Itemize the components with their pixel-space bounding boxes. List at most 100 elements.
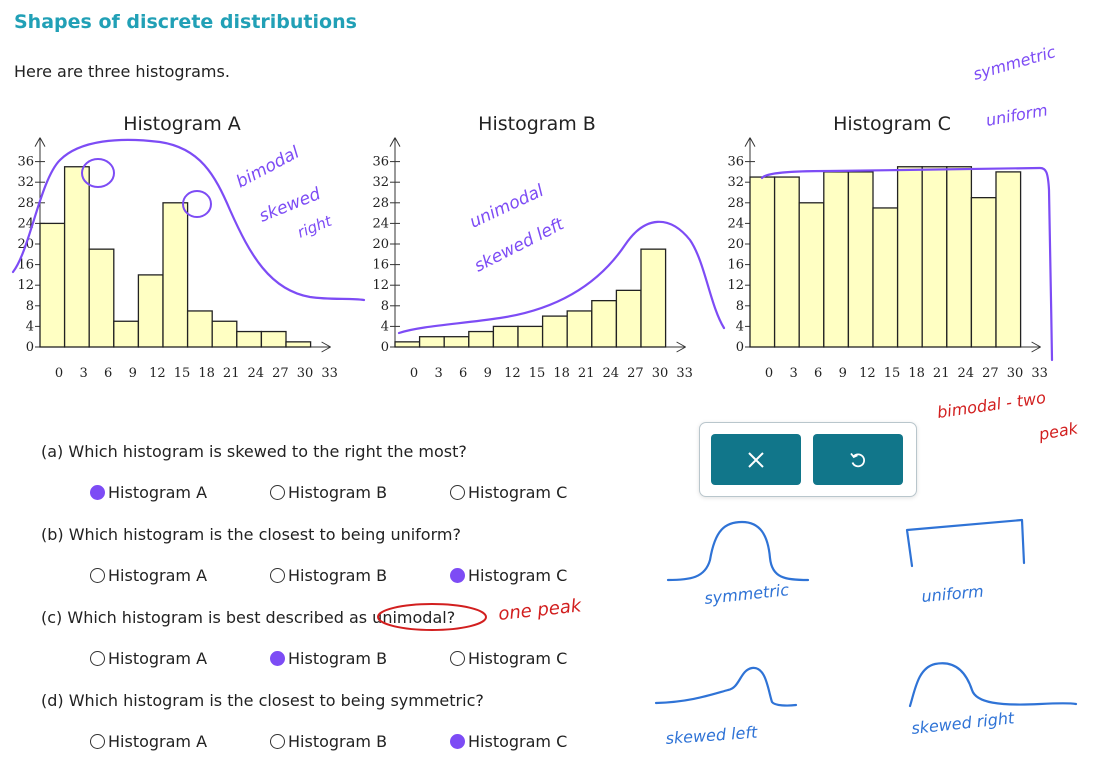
q-b-option-histogram-a[interactable]: Histogram A bbox=[90, 566, 207, 585]
y-tick-label: 4 bbox=[26, 319, 34, 334]
y-tick-label: 12 bbox=[372, 278, 389, 293]
histogram-bar bbox=[63, 166, 90, 348]
undo-button[interactable] bbox=[813, 434, 903, 485]
histogram-bar bbox=[260, 330, 287, 348]
x-tick-label: 27 bbox=[627, 366, 644, 381]
q-b-option-histogram-b[interactable]: Histogram B bbox=[270, 566, 387, 585]
y-tick-label: 36 bbox=[727, 155, 744, 170]
histogram-bar bbox=[995, 171, 1022, 348]
y-tick-label: 24 bbox=[372, 216, 389, 231]
radio-button[interactable] bbox=[450, 651, 465, 666]
y-tick-label: 32 bbox=[372, 175, 389, 190]
x-tick-label: 12 bbox=[504, 366, 521, 381]
ink-sketch-uniform bbox=[905, 518, 1026, 568]
x-tick-label: 27 bbox=[272, 366, 289, 381]
question-b: (b) Which histogram is the closest to be… bbox=[41, 525, 461, 544]
radio-button[interactable] bbox=[90, 568, 105, 583]
y-tick-label: 36 bbox=[17, 155, 34, 170]
y-tick-label: 12 bbox=[17, 278, 34, 293]
histogram-bar bbox=[773, 176, 800, 348]
histogram-bar bbox=[749, 176, 776, 348]
radio-button[interactable] bbox=[270, 568, 285, 583]
q-a-option-histogram-b[interactable]: Histogram B bbox=[270, 483, 387, 502]
q-c-option-histogram-c[interactable]: Histogram C bbox=[450, 649, 567, 668]
histogram-bar bbox=[847, 171, 874, 348]
x-tick-label: 9 bbox=[129, 366, 137, 381]
answer-controls bbox=[699, 422, 917, 497]
question-a: (a) Which histogram is skewed to the rig… bbox=[41, 442, 467, 461]
histogram-bar bbox=[211, 320, 238, 348]
chart-title: Histogram B bbox=[478, 113, 596, 135]
histogram-bar bbox=[541, 315, 568, 348]
x-tick-label: 6 bbox=[459, 366, 467, 381]
q-c-option-histogram-a[interactable]: Histogram A bbox=[90, 649, 207, 668]
ink-text-sketch-skewed-left: skewed left bbox=[665, 723, 759, 748]
histogram-bar bbox=[566, 310, 593, 348]
x-tick-label: 15 bbox=[884, 366, 901, 381]
q-a-option-histogram-a[interactable]: Histogram A bbox=[90, 483, 207, 502]
question-c: (c) Which histogram is best described as… bbox=[41, 608, 456, 627]
y-tick-label: 16 bbox=[372, 258, 389, 273]
x-tick-label: 12 bbox=[149, 366, 166, 381]
radio-button[interactable] bbox=[270, 651, 285, 666]
radio-button[interactable] bbox=[90, 485, 105, 500]
q-d-option-histogram-a[interactable]: Histogram A bbox=[90, 732, 207, 751]
radio-button[interactable] bbox=[270, 734, 285, 749]
histogram-bar bbox=[39, 222, 66, 348]
question-d: (d) Which histogram is the closest to be… bbox=[41, 691, 484, 710]
x-tick-label: 21 bbox=[223, 366, 240, 381]
x-tick-label: 18 bbox=[198, 366, 215, 381]
q-a-option-histogram-c[interactable]: Histogram C bbox=[450, 483, 567, 502]
radio-button[interactable] bbox=[90, 734, 105, 749]
ink-text-peak: peak bbox=[1036, 418, 1079, 444]
x-tick-label: 27 bbox=[982, 366, 999, 381]
x-tick-label: 15 bbox=[174, 366, 191, 381]
x-tick-label: 3 bbox=[789, 366, 797, 381]
y-tick-label: 0 bbox=[381, 340, 389, 355]
histogram-bar bbox=[285, 341, 312, 348]
q-b-option-histogram-c[interactable]: Histogram C bbox=[450, 566, 567, 585]
y-tick-label: 8 bbox=[26, 299, 34, 314]
histogram-bar bbox=[921, 166, 948, 348]
histogram-bar bbox=[137, 274, 164, 348]
x-tick-label: 0 bbox=[410, 366, 418, 381]
x-tick-label: 12 bbox=[859, 366, 876, 381]
y-tick-label: 32 bbox=[17, 175, 34, 190]
histogram-bar bbox=[823, 171, 850, 348]
q-d-option-histogram-c[interactable]: Histogram C bbox=[450, 732, 567, 751]
radio-button[interactable] bbox=[450, 485, 465, 500]
x-tick-label: 30 bbox=[652, 366, 669, 381]
x-tick-label: 9 bbox=[839, 366, 847, 381]
x-tick-label: 21 bbox=[578, 366, 595, 381]
intro-text: Here are three histograms. bbox=[14, 62, 230, 81]
histogram-bar bbox=[186, 310, 213, 348]
x-tick-label: 15 bbox=[529, 366, 546, 381]
y-tick-label: 20 bbox=[727, 237, 744, 252]
histogram-bar bbox=[468, 330, 495, 348]
radio-button[interactable] bbox=[90, 651, 105, 666]
y-axis-arrow bbox=[744, 137, 756, 147]
histogram-bar bbox=[418, 336, 445, 348]
radio-button[interactable] bbox=[270, 485, 285, 500]
clear-button[interactable] bbox=[711, 434, 801, 485]
x-tick-label: 33 bbox=[676, 366, 693, 381]
x-tick-label: 6 bbox=[814, 366, 822, 381]
histogram-bar bbox=[640, 248, 667, 348]
radio-button[interactable] bbox=[450, 568, 465, 583]
q-d-option-histogram-b[interactable]: Histogram B bbox=[270, 732, 387, 751]
undo-icon bbox=[850, 452, 865, 467]
histogram-bar bbox=[236, 330, 263, 348]
x-axis-arrow bbox=[321, 341, 331, 353]
y-tick-label: 20 bbox=[372, 237, 389, 252]
histogram-bar bbox=[591, 299, 618, 348]
ink-text-bimodal-two: bimodal - two bbox=[936, 388, 1047, 422]
x-tick-label: 24 bbox=[958, 366, 975, 381]
y-tick-label: 0 bbox=[736, 340, 744, 355]
radio-button[interactable] bbox=[450, 734, 465, 749]
x-tick-label: 0 bbox=[55, 366, 63, 381]
ink-text-symmetric: symmetric bbox=[971, 42, 1058, 84]
ink-text-sketch-symmetric: symmetric bbox=[703, 580, 790, 608]
x-tick-label: 30 bbox=[1007, 366, 1024, 381]
q-c-option-histogram-b[interactable]: Histogram B bbox=[270, 649, 387, 668]
y-tick-label: 12 bbox=[727, 278, 744, 293]
